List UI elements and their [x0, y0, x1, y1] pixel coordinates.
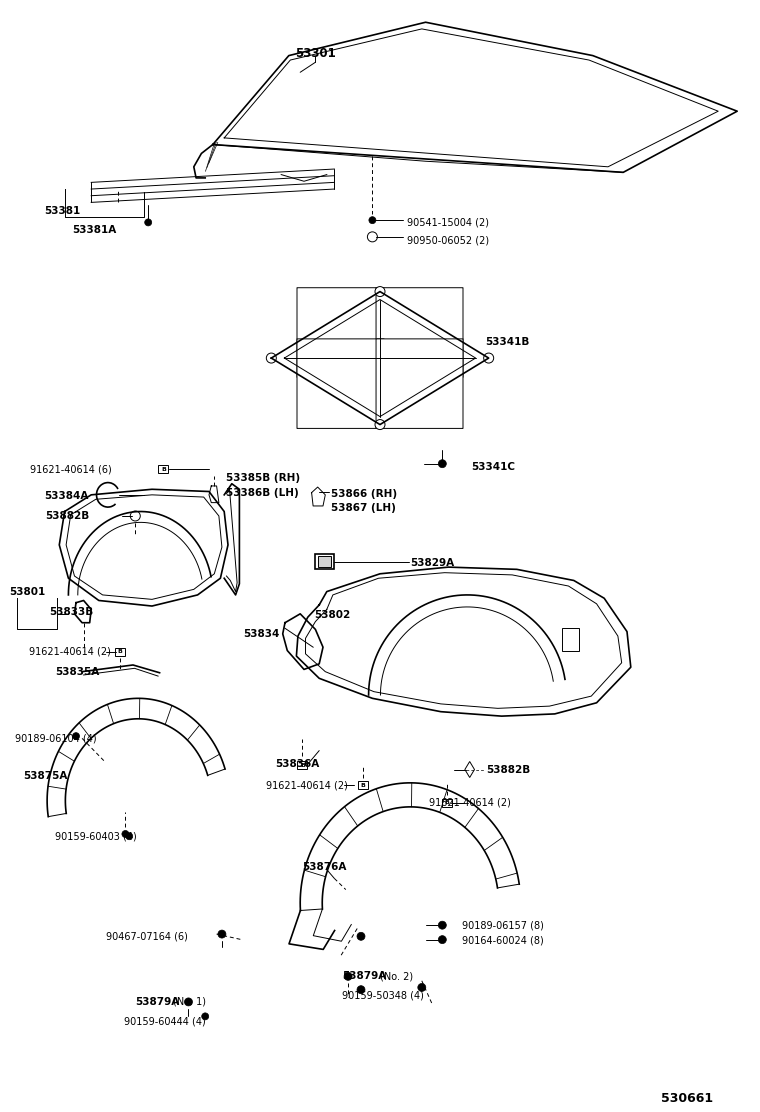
- Text: 91621-40614 (2): 91621-40614 (2): [429, 798, 511, 807]
- Text: 53802: 53802: [314, 610, 350, 619]
- Circle shape: [439, 935, 446, 944]
- Text: 53836A: 53836A: [275, 759, 319, 768]
- Text: (No. 2): (No. 2): [380, 972, 413, 981]
- Circle shape: [418, 983, 426, 992]
- Text: 91621-40614 (2): 91621-40614 (2): [29, 647, 111, 656]
- FancyBboxPatch shape: [297, 339, 384, 428]
- Circle shape: [125, 833, 133, 840]
- Circle shape: [439, 459, 446, 468]
- Text: 90950-06052 (2): 90950-06052 (2): [407, 236, 489, 245]
- Text: B: B: [300, 763, 305, 767]
- FancyBboxPatch shape: [376, 339, 463, 428]
- Circle shape: [375, 419, 385, 429]
- Circle shape: [122, 831, 129, 837]
- Text: 90159-60403 (4): 90159-60403 (4): [55, 832, 137, 841]
- Circle shape: [369, 217, 376, 224]
- Text: 53866 (RH): 53866 (RH): [331, 489, 397, 498]
- FancyBboxPatch shape: [376, 288, 463, 377]
- Text: 90541-15004 (2): 90541-15004 (2): [407, 218, 489, 227]
- Circle shape: [144, 219, 152, 226]
- Circle shape: [185, 997, 192, 1006]
- Text: 53384A: 53384A: [44, 492, 88, 500]
- Text: (No. 1): (No. 1): [173, 997, 206, 1006]
- Text: 53867 (LH): 53867 (LH): [331, 504, 395, 513]
- Circle shape: [266, 354, 277, 363]
- Text: 53876A: 53876A: [302, 863, 346, 872]
- Text: 91621-40614 (6): 91621-40614 (6): [30, 465, 112, 474]
- Text: B: B: [445, 801, 449, 805]
- Circle shape: [439, 921, 446, 930]
- Text: B: B: [118, 649, 122, 654]
- Circle shape: [375, 287, 385, 297]
- Circle shape: [344, 972, 352, 981]
- Text: 53341C: 53341C: [471, 463, 515, 471]
- FancyBboxPatch shape: [318, 556, 331, 567]
- Text: 53801: 53801: [9, 587, 46, 596]
- Text: 53386B (LH): 53386B (LH): [226, 488, 299, 497]
- Text: 90159-50348 (4): 90159-50348 (4): [342, 991, 424, 1000]
- Circle shape: [483, 354, 494, 363]
- Text: 90164-60024 (8): 90164-60024 (8): [462, 936, 544, 945]
- Text: 53879A: 53879A: [135, 997, 179, 1006]
- Text: 53341B: 53341B: [485, 338, 529, 347]
- Text: 90189-06157 (8): 90189-06157 (8): [462, 921, 544, 930]
- Text: 53882B: 53882B: [46, 512, 90, 520]
- Text: 53835A: 53835A: [55, 667, 99, 676]
- Circle shape: [357, 985, 365, 994]
- Text: 90189-06104 (4): 90189-06104 (4): [15, 734, 97, 743]
- Text: 91621-40614 (2): 91621-40614 (2): [266, 781, 348, 790]
- Text: 90467-07164 (6): 90467-07164 (6): [106, 932, 188, 941]
- Circle shape: [201, 1013, 209, 1020]
- Text: 53879A: 53879A: [342, 972, 386, 981]
- Text: 53381: 53381: [44, 207, 81, 216]
- Text: 53381A: 53381A: [72, 226, 116, 235]
- Text: 90159-60444 (4): 90159-60444 (4): [124, 1017, 206, 1026]
- Text: B: B: [361, 783, 366, 787]
- Text: 53301: 53301: [295, 47, 336, 60]
- Text: 53875A: 53875A: [23, 772, 67, 781]
- Text: 53833B: 53833B: [49, 607, 93, 616]
- Circle shape: [357, 932, 365, 941]
- Text: 530661: 530661: [661, 1092, 714, 1105]
- Text: 53882B: 53882B: [486, 765, 530, 774]
- Text: B: B: [161, 467, 166, 471]
- Text: 53385B (RH): 53385B (RH): [226, 474, 301, 483]
- Circle shape: [72, 733, 80, 739]
- Text: 53829A: 53829A: [410, 558, 454, 567]
- Circle shape: [218, 930, 226, 939]
- FancyBboxPatch shape: [297, 288, 384, 377]
- Text: 53834: 53834: [243, 629, 280, 638]
